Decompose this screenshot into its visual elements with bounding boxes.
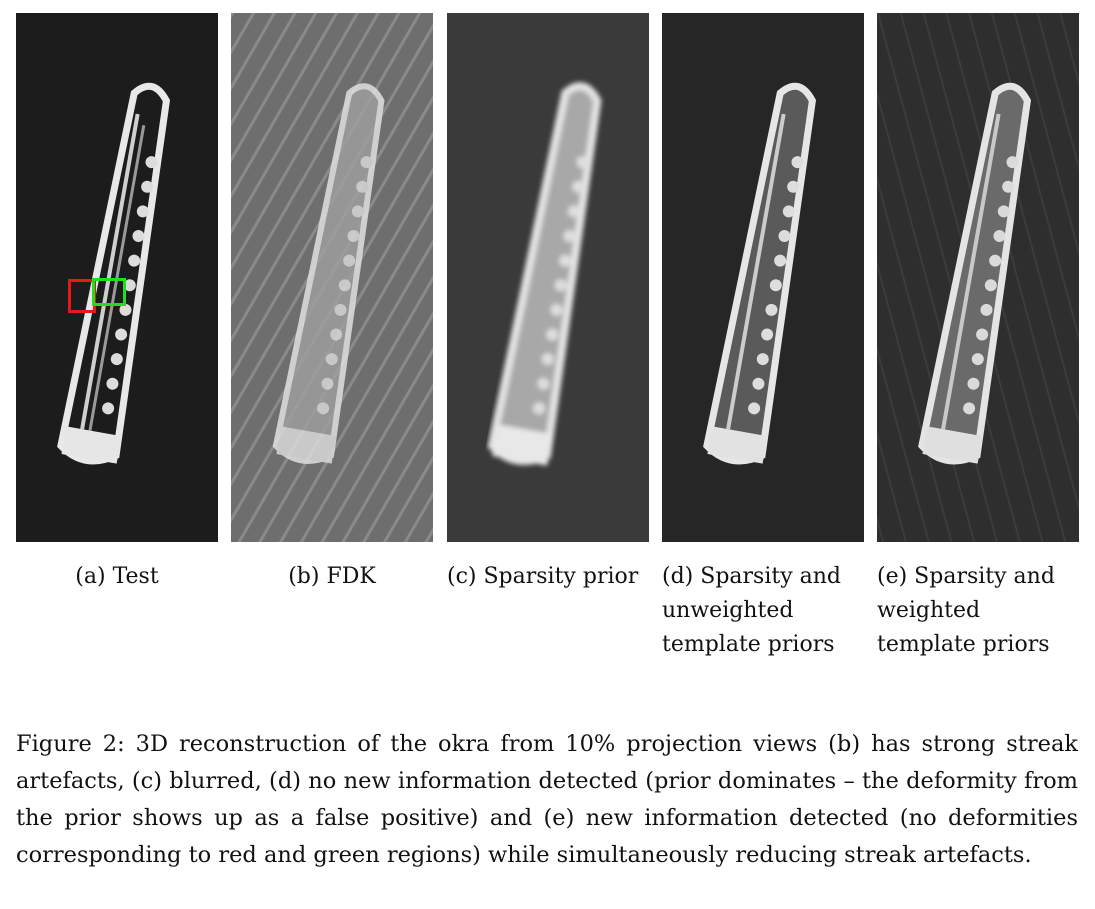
panel-b-image [231, 13, 433, 542]
okra-test-slice [16, 13, 218, 542]
okra-sparsity-slice [447, 13, 649, 542]
figure-caption: Figure 2: 3D reconstruction of the okra … [16, 731, 1078, 868]
okra-weighted-slice [877, 13, 1079, 542]
okra-unweighted-slice [662, 13, 864, 542]
panel-c-image [447, 13, 649, 542]
subcaption-a: (a) Test [75, 564, 159, 589]
okra-fdk-slice [231, 13, 433, 542]
subcaption-b: (b) FDK [288, 564, 376, 589]
panel-e-image [877, 13, 1079, 542]
panel-a-image [16, 13, 218, 542]
subcaption-c: (c) Sparsity prior [447, 564, 639, 589]
subcaption-d: (d) Sparsity and unweighted template pri… [662, 564, 841, 657]
panel-d-image [662, 13, 864, 542]
subcaption-e: (e) Sparsity and weighted template prior… [877, 564, 1055, 657]
green-roi-box [92, 278, 126, 306]
